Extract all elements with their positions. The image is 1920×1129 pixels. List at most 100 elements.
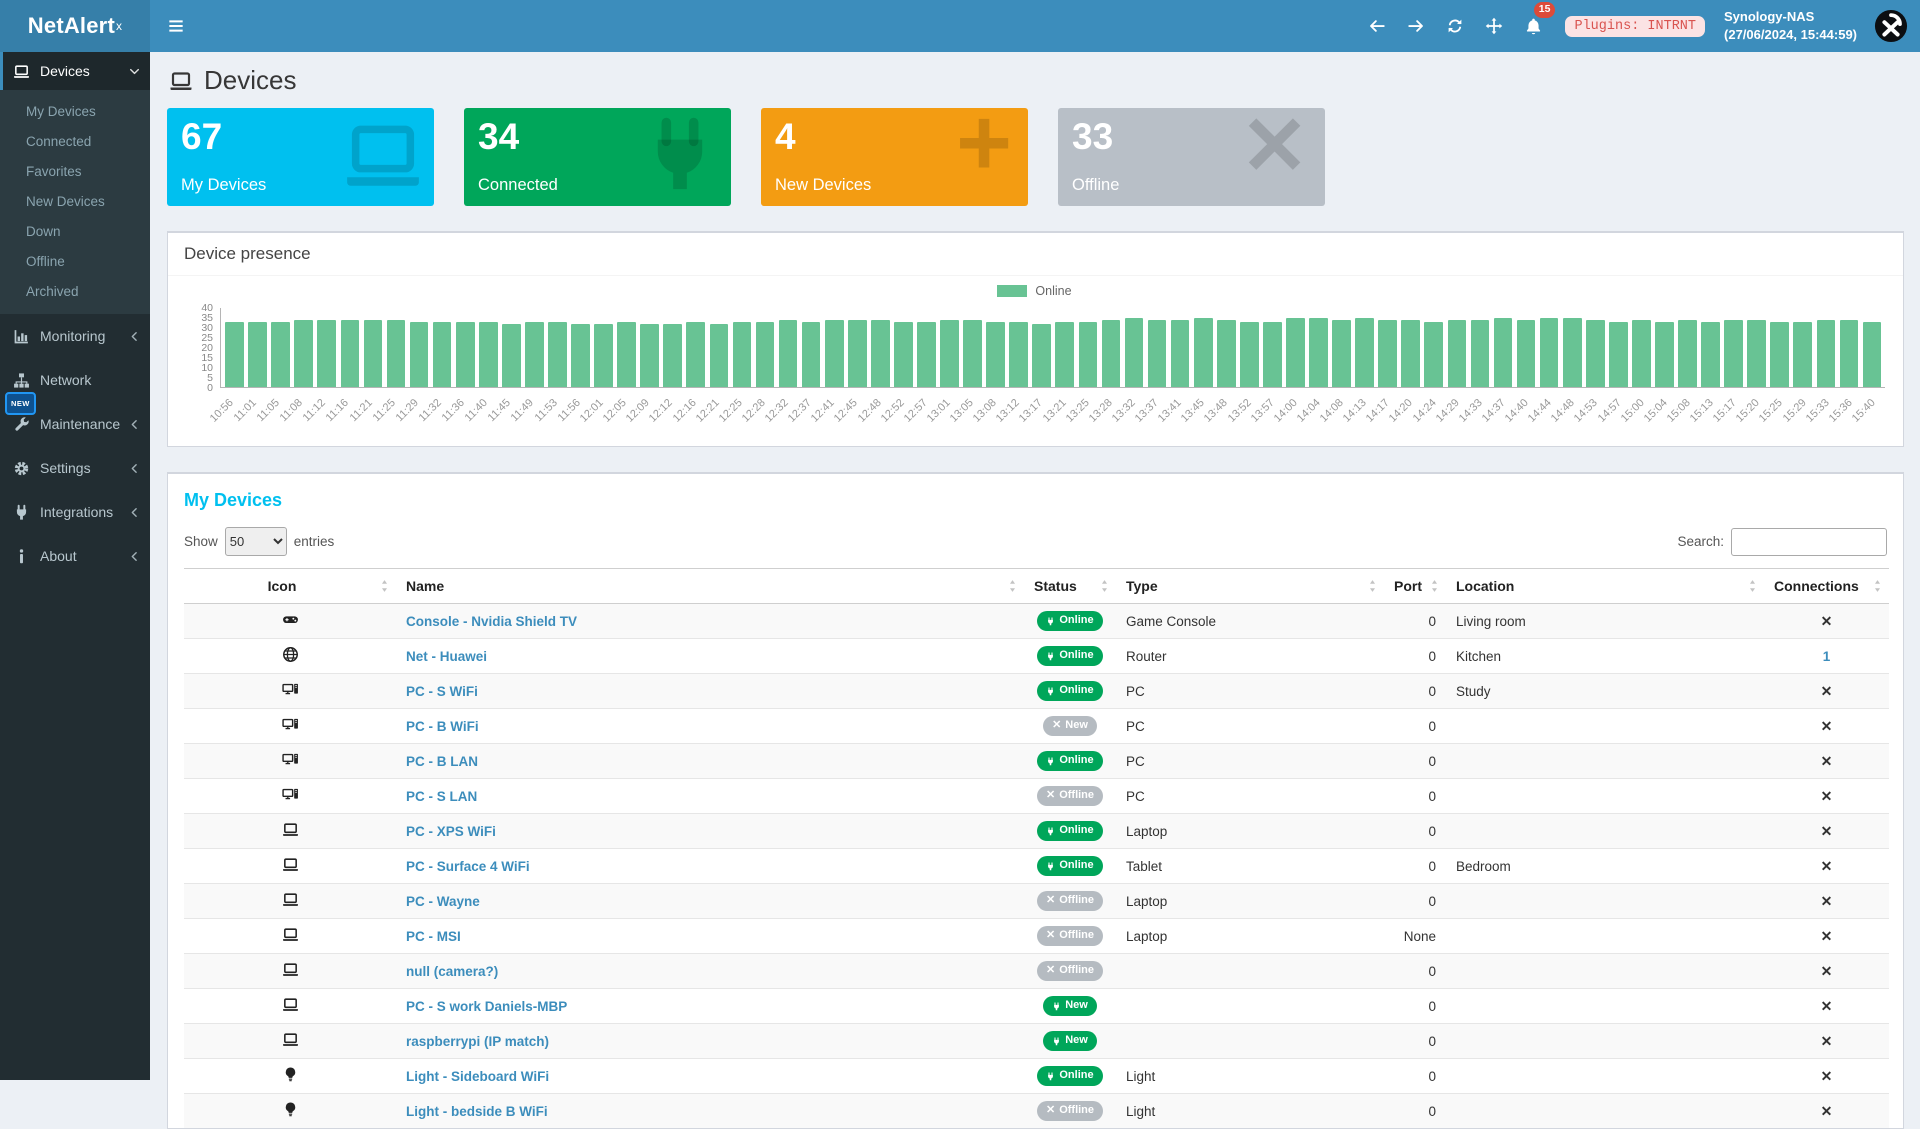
delete-connection-icon[interactable]: ✕ [1820,857,1833,874]
table-row: Light - Sideboard WiFi Online Light 0 ✕ [184,1058,1889,1094]
online-bar [1378,319,1397,387]
delete-connection-icon[interactable]: ✕ [1820,682,1833,699]
delete-connection-icon[interactable]: ✕ [1820,927,1833,944]
column-header-status[interactable]: Status [1024,568,1116,604]
online-bar [386,319,406,387]
device-name-link[interactable]: PC - S LAN [406,788,478,804]
chevron-left-icon [128,462,142,475]
desktop-icon [281,681,299,698]
hamburger-icon[interactable] [150,0,202,52]
online-bar [294,319,314,387]
status-badge: Online [1037,821,1103,841]
online-bar [1516,319,1536,387]
sidebar-item-integrations[interactable]: Integrations [0,490,150,534]
device-name-link[interactable]: Light - Sideboard WiFi [406,1068,550,1084]
column-header-type[interactable]: Type [1116,568,1384,604]
sidebar-item-label: Maintenance [40,416,121,432]
device-name-link[interactable]: PC - S WiFi [406,683,478,699]
online-bar [1286,317,1305,387]
online-bar [1216,319,1236,387]
sidebar-subitem-favorites[interactable]: Favorites [26,163,82,179]
device-connections-cell: ✕ [1764,883,1889,919]
online-bar [963,319,982,387]
delete-connection-icon[interactable]: ✕ [1820,997,1833,1014]
page-length-select[interactable]: 50 [224,527,287,556]
sidebar-item-about[interactable]: About [0,534,150,578]
delete-connection-icon[interactable]: ✕ [1820,822,1833,839]
device-location-cell [1446,918,1764,954]
online-bar [1632,319,1651,387]
card-label: Connected [478,176,558,194]
sidebar-subitem-offline[interactable]: Offline [26,253,65,269]
device-location-cell: Bedroom [1446,848,1764,884]
summary-card-my-devices[interactable]: 67 My Devices [167,108,434,206]
app-logo[interactable]: NetAlert x [0,0,150,52]
online-bar [225,321,244,387]
device-name-link[interactable]: PC - Surface 4 WiFi [406,858,530,874]
column-header-port[interactable]: Port [1384,568,1446,604]
online-bar [1355,317,1374,387]
device-name-link[interactable]: PC - B LAN [406,753,478,769]
device-name-link[interactable]: PC - XPS WiFi [406,823,496,839]
sidebar-item-monitoring[interactable]: Monitoring [0,314,150,358]
column-header-icon[interactable]: Icon [184,568,396,604]
sidebar-subitem-my-devices[interactable]: My Devices [26,103,96,119]
device-status-cell: Online [1024,603,1116,639]
column-header-connections[interactable]: Connections [1764,568,1889,604]
delete-connection-icon[interactable]: ✕ [1820,892,1833,909]
arrow-right-icon[interactable] [1401,11,1431,41]
summary-card-offline[interactable]: 33 ✕ Offline [1058,108,1325,206]
device-name-link[interactable]: null (camera?) [406,963,499,979]
bell-icon[interactable]: 15 [1518,2,1556,41]
device-type-cell: Light [1116,1093,1384,1128]
delete-connection-icon[interactable]: ✕ [1820,1032,1833,1049]
online-bar [917,321,936,387]
online-bar [940,319,959,387]
sidebar-subitem-down[interactable]: Down [26,223,61,239]
sidebar-item-maintenance[interactable]: Maintenance [0,402,150,446]
sidebar-item-devices[interactable]: Devices [0,52,150,90]
column-header-location[interactable]: Location [1446,568,1764,604]
device-name-link[interactable]: PC - MSI [406,928,461,944]
status-badge: ✕ Offline [1036,961,1104,981]
connections-count-link[interactable]: 1 [1822,648,1831,664]
search-input[interactable] [1731,527,1887,556]
summary-card-connected[interactable]: 34 Connected [464,108,731,206]
delete-connection-icon[interactable]: ✕ [1820,752,1833,769]
delete-connection-icon[interactable]: ✕ [1820,1067,1833,1084]
delete-connection-icon[interactable]: ✕ [1820,787,1833,804]
device-name-link[interactable]: Net - Huawei [406,648,488,664]
chevron-left-icon [128,550,142,563]
sidebar-subitem-connected[interactable]: Connected [26,133,92,149]
page-title: Devices [204,65,297,95]
delete-connection-icon[interactable]: ✕ [1820,717,1833,734]
device-name-link[interactable]: PC - S work Daniels-MBP [406,998,568,1014]
user-avatar[interactable] [1874,9,1908,43]
new-feature-badge[interactable]: NEW [5,392,36,415]
device-name-link[interactable]: Light - bedside B WiFi [406,1103,548,1119]
sidebar-item-settings[interactable]: Settings [0,446,150,490]
device-name-link[interactable]: Console - Nvidia Shield TV [406,613,578,629]
column-header-name[interactable]: Name [396,568,1024,604]
arrow-left-icon[interactable] [1362,11,1392,41]
sidebar-subitem-archived[interactable]: Archived [26,283,79,299]
delete-connection-icon[interactable]: ✕ [1820,612,1833,629]
device-connections-cell: ✕ [1764,813,1889,849]
delete-connection-icon[interactable]: ✕ [1820,1102,1833,1119]
plugins-status-badge[interactable]: Plugins: INTRNT [1565,15,1706,37]
sidebar-item-network[interactable]: Network [0,358,150,402]
delete-connection-icon[interactable]: ✕ [1820,962,1833,979]
device-name-link[interactable]: raspberrypi (IP match) [406,1033,550,1049]
devices-table: Icon Name Status Type Port Location Connection… [184,568,1889,1128]
device-name-link[interactable]: PC - Wayne [406,893,480,909]
online-bar [1147,319,1167,387]
device-status-cell: New [1024,1023,1116,1059]
sidebar-submenu: My Devices Connected Favorites New Devices D… [0,90,150,314]
device-name-link[interactable]: PC - B WiFi [406,718,479,734]
device-status-cell: Online [1024,638,1116,674]
sidebar-subitem-new-devices[interactable]: New Devices [26,193,105,209]
refresh-icon[interactable] [1440,11,1470,41]
status-label: Online [1059,824,1094,837]
summary-card-new-devices[interactable]: 4 + New Devices [761,108,1028,206]
move-icon[interactable] [1479,11,1509,41]
